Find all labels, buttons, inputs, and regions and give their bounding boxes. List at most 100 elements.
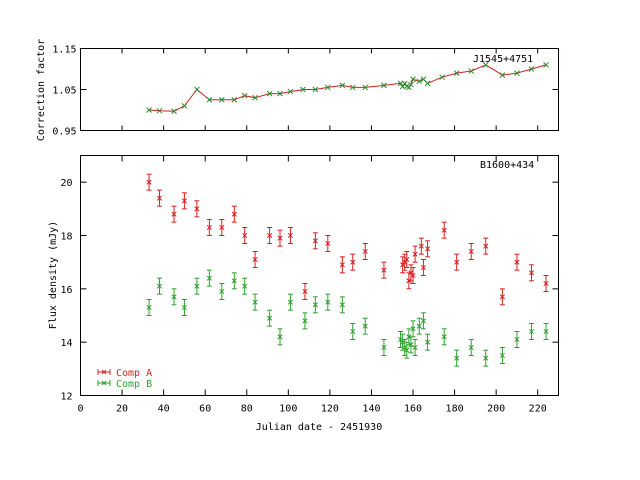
comp-b-point [312,296,318,314]
correction-factor-point [514,70,520,76]
point-marker-stroke [482,62,489,68]
point-marker-stroke [206,224,212,231]
comp-a-point [242,227,248,244]
point-marker-stroke [231,96,238,103]
comp-b-point [362,317,368,335]
point-marker-stroke [242,232,248,239]
point-marker-stroke [514,259,520,265]
comp-a-point [468,243,474,260]
point-marker-stroke [312,238,318,244]
comp-a-point [219,219,225,236]
legend-item-comp-a: Comp A [97,368,152,379]
x-tick-label: 160 [404,404,422,415]
comp-b-point [412,339,418,356]
point-marker-stroke [412,251,418,257]
point-marker-stroke [181,103,188,109]
legend-swatch-marker [101,369,107,375]
point-marker-stroke [425,246,431,252]
correction-factor-point [277,90,283,97]
y-tick-label: 14 [60,338,72,349]
correction-factor-point [397,80,404,87]
point-marker-stroke [242,283,248,289]
comp-b-point [441,328,447,346]
top-series-layer [146,62,549,115]
comp-b-point [454,349,460,367]
comp-b-point [146,299,152,316]
point-marker-stroke [324,84,331,91]
correction-factor-point [482,62,489,68]
comp-b-point [416,317,422,335]
correction-factor-point [146,107,152,113]
point-marker-stroke [241,92,248,99]
point-marker-stroke [528,66,535,72]
point-marker-stroke [287,88,294,95]
point-marker-stroke [156,107,163,114]
comp-a-point [483,237,489,255]
point-marker-stroke [252,299,258,305]
point-marker-stroke [397,80,404,87]
x-tick-label: 200 [487,404,505,415]
comp-b-point [425,333,431,351]
comp-b-point [156,277,163,295]
comp-b-point [400,333,406,351]
correction-factor-point [410,76,416,83]
y-tick-label: 20 [60,178,72,189]
point-marker-stroke [499,72,506,79]
comp-a-point [277,229,283,247]
comp-a-point [339,256,345,274]
x-tick-label: 80 [241,404,253,415]
point-marker-stroke [325,299,331,305]
comp-b-point [277,328,283,346]
comp-a-point [171,205,177,223]
point-marker-stroke [418,243,424,249]
comp-b-point [242,277,248,295]
flux-density-panel: B1600+434 Flux density (mJy) Julian date… [48,155,559,433]
point-marker-stroke [218,96,225,103]
comp-a-point [181,192,187,210]
comp-a-point [231,205,237,223]
comp-b-point [194,277,200,295]
point-marker-stroke [441,227,447,233]
point-marker-stroke [416,323,422,329]
correction-factor-point [381,82,387,89]
point-marker-stroke [349,84,356,91]
point-marker-stroke [287,299,293,305]
point-marker-stroke [453,70,460,76]
comp-b-point [171,288,177,306]
point-marker-stroke [397,336,404,343]
point-marker-stroke [412,344,418,351]
y-tick-label: 18 [60,232,72,243]
point-marker-stroke [362,84,369,91]
comp-a-point [441,221,447,239]
point-marker-stroke [277,334,283,340]
correction-factor-point [453,70,460,76]
point-marker-stroke [543,328,549,335]
point-marker-stroke [404,256,410,263]
comp-a-point [418,237,424,255]
correction-factor-point [171,108,177,115]
y-tick-label: 12 [60,392,72,403]
comp-b-point [206,269,212,287]
comp-b-point [350,323,356,340]
comp-a-point [381,261,387,279]
comp-b-point [381,339,387,356]
correction-factor-point [252,94,258,101]
comp-a-point [267,227,273,244]
point-marker-stroke [231,211,237,217]
comp-b-point [252,293,258,311]
comp-a-point [252,251,258,268]
point-marker-stroke [381,344,387,351]
point-marker-stroke [300,86,306,93]
point-marker-stroke [312,86,319,93]
comp-a-point [350,253,356,271]
correction-factor-panel: J1545+4751 Correction factor 0.95 1.05 1.1… [36,39,559,141]
point-marker-stroke [420,264,426,271]
point-marker-stroke [420,318,426,324]
point-marker-stroke [403,83,410,90]
point-marker-stroke [408,270,414,276]
correction-factor-point [241,92,248,99]
point-marker-stroke [267,315,273,321]
correction-factor-point [339,82,346,89]
legend-swatch-marker [101,380,107,386]
